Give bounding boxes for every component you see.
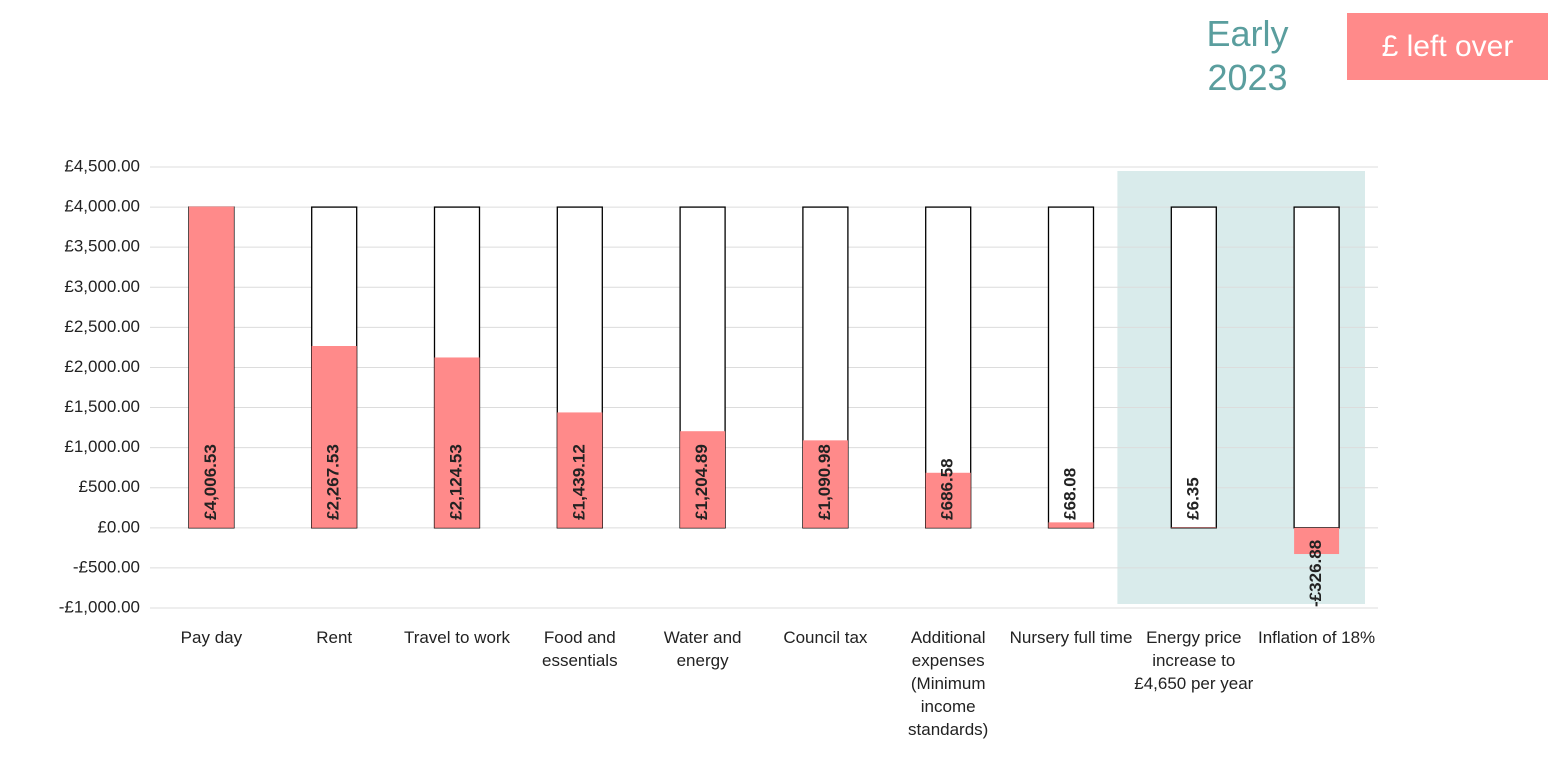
bar: [1170, 206, 1217, 529]
bar: [925, 472, 971, 528]
data-label: £68.08: [1060, 468, 1079, 520]
y-tick-label: -£500.00: [73, 557, 140, 576]
y-tick-label: £500.00: [79, 477, 140, 496]
bar: [311, 346, 357, 528]
x-tick-label: Energy price increase to £4,650 per year: [1134, 628, 1254, 693]
y-tick-label: £4,500.00: [64, 156, 140, 175]
y-tick-label: £0.00: [97, 517, 140, 536]
y-tick-label: £2,500.00: [64, 317, 140, 336]
x-tick-label: Travel to work: [403, 628, 511, 647]
bar: [1047, 206, 1095, 529]
bar: [1293, 206, 1340, 529]
data-label: £2,267.53: [324, 444, 343, 520]
y-tick-label: £1,000.00: [64, 437, 140, 456]
x-tick-label: Nursery full time: [1009, 628, 1133, 647]
x-tick-label: Rent: [316, 628, 353, 647]
x-tick-label: Pay day: [180, 628, 243, 647]
bar: [1294, 527, 1340, 555]
x-tick-label: Inflation of 18%: [1257, 628, 1376, 647]
y-tick-label: £2,000.00: [64, 357, 140, 376]
x-tick-label: Water and energy: [663, 628, 742, 670]
x-tick-label: Additional expenses (Minimum income stan…: [908, 628, 989, 739]
data-label: £2,124.53: [446, 444, 465, 520]
bar: [1048, 522, 1094, 528]
y-tick-label: -£1,000.00: [59, 597, 140, 616]
y-tick-label: £4,000.00: [64, 197, 140, 216]
x-tick-label: Council tax: [783, 628, 868, 647]
data-label: -£326.88: [1306, 540, 1325, 607]
data-label: £1,439.12: [569, 444, 588, 520]
data-label: £1,204.89: [692, 444, 711, 520]
data-label: £1,090.98: [815, 444, 834, 520]
x-tick-label: Food and essentials: [541, 628, 618, 670]
y-tick-label: £3,500.00: [64, 237, 140, 256]
data-label: £4,006.53: [201, 444, 220, 520]
bar: [680, 431, 726, 528]
legend-entry: £ left over: [1347, 13, 1548, 80]
y-tick-label: £3,000.00: [64, 277, 140, 296]
bar: [188, 206, 234, 528]
data-label: £6.35: [1183, 477, 1202, 520]
data-label: £686.58: [938, 458, 957, 519]
bar: [1171, 527, 1217, 528]
bar: [557, 412, 603, 528]
bar: [434, 357, 480, 528]
annotation: Early 2023: [1206, 13, 1289, 98]
y-tick-label: £1,500.00: [64, 397, 140, 416]
bar: [802, 440, 848, 528]
